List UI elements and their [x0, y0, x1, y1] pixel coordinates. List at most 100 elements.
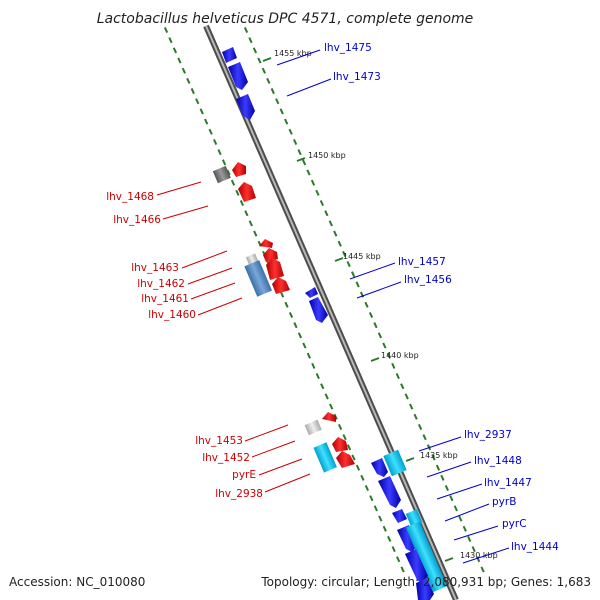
track-dot	[360, 474, 365, 481]
track-dot	[324, 210, 329, 217]
track-dot	[302, 342, 307, 349]
track-dot	[270, 88, 275, 95]
gene-arrow-lhv-2937[interactable]	[371, 458, 388, 477]
gene-label-lhv-1463[interactable]: lhv_1463	[131, 262, 179, 274]
gene-arrow-lhv-1460[interactable]	[272, 277, 290, 294]
gene-arrow-lhv-1462[interactable]	[263, 248, 278, 262]
track-dot	[306, 169, 311, 176]
track-dot	[333, 230, 338, 237]
track-dot	[377, 332, 383, 339]
kbp-scale: 1455 kbp 1450 kbp 1445 kbp 1440 kbp 1435…	[262, 49, 498, 562]
track-dot	[235, 189, 240, 196]
gene-label-lhv-1448[interactable]: lhv_1448	[474, 455, 522, 467]
gene-arrow-edge[interactable]	[416, 578, 434, 600]
kbp-label: 1455 kbp	[274, 49, 312, 58]
kbp-label: 1445 kbp	[343, 252, 381, 261]
gene-arrow-lhv-1453[interactable]	[322, 412, 336, 422]
gene-arrow-lhv-1475[interactable]	[222, 47, 237, 63]
track-dot	[301, 159, 307, 166]
track-dot	[279, 291, 285, 298]
track-dot	[382, 342, 387, 349]
track-dot	[431, 454, 436, 461]
gene-arrow-lhv-1468[interactable]	[232, 162, 246, 177]
gene-arrow-lhv-1461[interactable]	[266, 258, 284, 280]
kbp-label: 1450 kbp	[308, 151, 346, 160]
track-dot	[315, 373, 320, 380]
track-dot	[293, 322, 298, 329]
gene-arrow-lhv-2937-cyan[interactable]	[383, 449, 407, 477]
genome-backbone-highlight	[205, 25, 457, 600]
track-dot	[230, 179, 236, 186]
track-dot	[311, 362, 316, 369]
gene-arrow-lhv-1452[interactable]	[332, 437, 348, 452]
map-title: Lactobacillus helveticus DPC 4571, compl…	[97, 11, 474, 27]
gene-label-lhv-2937[interactable]: lhv_2937	[464, 429, 512, 441]
gene-arrow-lhv-1456[interactable]	[309, 297, 328, 323]
kbp-tick	[444, 557, 454, 562]
gene-arrow-lhv-1444[interactable]	[405, 549, 428, 583]
reverse-genes	[212, 162, 355, 473]
gene-block-lhv-1468-grey[interactable]	[212, 165, 231, 184]
track-dot	[217, 149, 222, 156]
gene-arrow-pyre[interactable]	[336, 451, 355, 468]
gene-arrow-lhv-1457[interactable]	[305, 287, 318, 298]
track-dot	[288, 128, 293, 135]
forward-genes	[222, 47, 448, 600]
track-dot	[400, 383, 405, 390]
gene-label-pyre[interactable]: pyrE	[232, 469, 256, 481]
gene-label-lhv-1447[interactable]: lhv_1447	[484, 477, 532, 489]
reverse-leaders	[156, 181, 311, 493]
track-dot	[417, 423, 423, 430]
gene-label-lhv-1457[interactable]: lhv_1457	[398, 256, 446, 268]
track-dot	[324, 393, 329, 400]
gene-block-pyre[interactable]	[313, 442, 337, 473]
track-dot	[364, 485, 370, 492]
track-dot	[462, 525, 467, 532]
track-dot	[342, 250, 347, 257]
gene-arrow-lhv-1448[interactable]	[378, 476, 401, 508]
gene-arrow-pyrc[interactable]	[397, 525, 418, 552]
gene-label-lhv-1473[interactable]: lhv_1473	[333, 71, 381, 83]
accession-text: Accession: NC_010080	[9, 575, 145, 589]
gene-arrow-lhv-1463[interactable]	[259, 239, 273, 248]
track-dot	[346, 444, 352, 451]
gene-arrow-lhv-1473[interactable]	[228, 62, 248, 90]
track-dot	[337, 240, 342, 247]
track-dot	[391, 546, 396, 553]
track-dot	[373, 322, 378, 329]
gene-label-lhv-1462[interactable]: lhv_1462	[137, 278, 185, 290]
track-dot	[288, 311, 294, 319]
gene-arrow-lhv-1466[interactable]	[238, 182, 256, 202]
gene-label-pyrc[interactable]: pyrC	[502, 518, 527, 530]
track-dot	[364, 301, 369, 308]
track-dot	[172, 47, 178, 54]
gene-label-lhv-1461[interactable]: lhv_1461	[141, 293, 189, 305]
gene-label-lhv-1475[interactable]: lhv_1475	[324, 42, 372, 54]
gene-block-lhv-1452-light[interactable]	[304, 419, 322, 436]
track-dot	[329, 403, 334, 410]
track-dot	[458, 515, 463, 522]
gene-arrow-lhv-1473b[interactable]	[236, 94, 255, 120]
track-dot	[368, 311, 374, 319]
gene-label-pyrb[interactable]: pyrB	[492, 496, 516, 508]
gene-label-lhv-2938[interactable]: lhv_2938	[215, 488, 263, 500]
gene-label-lhv-1460[interactable]: lhv_1460	[148, 309, 196, 321]
track-dot	[221, 159, 227, 166]
gene-label-lhv-1466[interactable]: lhv_1466	[113, 214, 161, 226]
track-dot	[382, 525, 387, 532]
track-dot	[199, 108, 204, 115]
gene-label-lhv-1452[interactable]: lhv_1452	[202, 452, 250, 464]
gene-label-lhv-1468[interactable]: lhv_1468	[106, 191, 154, 203]
gene-block-lhv-1461[interactable]	[244, 260, 273, 297]
track-dot	[310, 179, 316, 186]
gene-label-lhv-1444[interactable]: lhv_1444	[511, 541, 559, 553]
track-dot	[351, 271, 356, 278]
gene-arrow-lhv-1447[interactable]	[392, 509, 407, 523]
gene-arrow-pyrc-cyan[interactable]	[405, 521, 448, 592]
track-dot	[422, 434, 427, 441]
gene-label-lhv-1456[interactable]: lhv_1456	[404, 274, 452, 286]
track-dot	[476, 556, 481, 563]
track-dot	[297, 149, 302, 156]
gene-label-lhv-1453[interactable]: lhv_1453	[195, 435, 243, 447]
track-dot	[342, 434, 347, 441]
